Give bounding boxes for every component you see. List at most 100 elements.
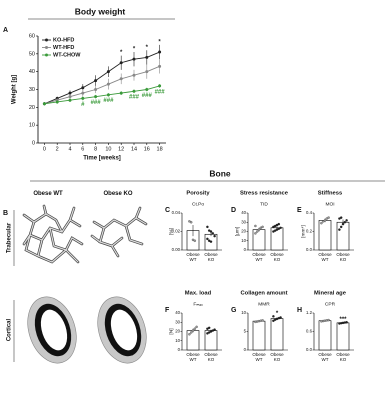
- panel-letter: D: [231, 207, 236, 214]
- data-point: [327, 318, 330, 322]
- panel-subtitle: Fₘₐₓ: [193, 301, 203, 307]
- panel-letter: B: [3, 210, 8, 217]
- data-point: [119, 61, 123, 65]
- data-point: [206, 225, 209, 229]
- y-tick-label: 40: [175, 310, 180, 315]
- chart-title: Body weight: [75, 6, 126, 16]
- y-tick-label: 10: [241, 238, 246, 243]
- data-point: [345, 219, 348, 222]
- data-point: [257, 228, 261, 231]
- y-tick-label: 30: [175, 319, 180, 324]
- data-point: [340, 225, 343, 229]
- row-label: Cortical: [7, 319, 13, 342]
- panel-title: Mineral age: [314, 291, 347, 297]
- data-point: [341, 222, 345, 226]
- data-point: [55, 100, 59, 104]
- data-point: [94, 95, 98, 99]
- y-axis-label: [%]: [168, 228, 174, 235]
- data-point: [338, 228, 341, 231]
- category-label: Obese WT: [318, 352, 332, 362]
- legend-label: KO-HFD: [53, 37, 74, 43]
- y-tick-label: 0.04: [172, 210, 181, 215]
- x-tick-label: 8: [94, 146, 97, 152]
- y-axis-label: Weight [g]: [12, 75, 18, 104]
- data-point: [158, 50, 162, 54]
- annotation: ###: [129, 95, 140, 101]
- category-label: Obese WT: [186, 352, 200, 362]
- data-point: [211, 232, 214, 235]
- panel-subtitle: CPR: [325, 301, 336, 307]
- bar: [336, 322, 350, 351]
- y-tick-label: 0.00: [172, 247, 181, 252]
- x-tick-label: 4: [68, 146, 71, 152]
- data-point: [145, 70, 149, 74]
- y-tick-label: 0.0: [306, 347, 313, 352]
- x-tick-label: 12: [118, 146, 124, 152]
- bar: [252, 320, 266, 351]
- y-tick-label: 0.4: [306, 210, 313, 215]
- y-axis-label: [N]: [168, 328, 174, 334]
- data-point: [254, 232, 257, 235]
- y-tick-label: 30: [29, 87, 35, 93]
- column-label: Obese WT: [33, 191, 63, 197]
- data-point: [206, 237, 209, 241]
- category-label: Obese WT: [186, 252, 200, 262]
- x-tick-label: 14: [131, 146, 137, 152]
- data-point: [106, 70, 110, 74]
- x-tick-label: 18: [157, 146, 163, 152]
- data-point: [68, 95, 72, 99]
- y-tick-label: 10: [175, 338, 180, 343]
- legend-marker: [45, 46, 48, 49]
- panel-title: Stiffness: [318, 191, 342, 197]
- data-point: [106, 93, 110, 97]
- y-tick-label: 0.2: [306, 229, 313, 234]
- series-line: [44, 65, 160, 105]
- data-point: [193, 239, 196, 242]
- data-point: [145, 55, 149, 59]
- y-tick-label: 0.02: [172, 229, 181, 234]
- panel-subtitle: MMR: [258, 301, 270, 307]
- data-point: [256, 230, 259, 233]
- annotation: *: [158, 39, 161, 45]
- data-point: [68, 91, 72, 95]
- y-tick-label: 0.6: [306, 329, 313, 334]
- annotation: *: [133, 47, 136, 53]
- data-point: [188, 333, 191, 336]
- category-label: Obese WT: [252, 352, 266, 362]
- x-tick-label: 10: [105, 146, 111, 152]
- data-point: [119, 91, 123, 95]
- category-label: Obese KO: [270, 252, 284, 262]
- annotation: ###: [142, 93, 153, 99]
- data-point: [42, 102, 46, 106]
- y-tick-label: 10: [241, 310, 246, 315]
- row-label: Trabecular: [7, 222, 13, 253]
- legend-label: WT-HFD: [53, 45, 74, 51]
- data-point: [189, 221, 193, 224]
- y-tick-label: 0: [244, 347, 247, 352]
- y-axis-label: [mm⁴]: [300, 225, 306, 238]
- y-tick-label: 0: [32, 140, 35, 146]
- panel-letter: A: [3, 27, 8, 34]
- annotation: #: [81, 102, 85, 108]
- panel-title: Max. load: [185, 291, 212, 297]
- data-point: [81, 86, 85, 90]
- category-label: Obese KO: [270, 352, 284, 362]
- y-tick-label: 0: [178, 347, 181, 352]
- bar: [336, 221, 350, 251]
- x-tick-label: 6: [81, 146, 84, 152]
- data-point: [209, 240, 213, 243]
- annotation: ###: [155, 89, 166, 95]
- legend-marker: [45, 38, 48, 42]
- data-point: [277, 222, 280, 226]
- data-point: [158, 64, 162, 68]
- y-tick-label: 20: [29, 105, 35, 111]
- data-point: [94, 88, 98, 91]
- y-tick-label: 0.0: [306, 247, 313, 252]
- data-point: [132, 57, 136, 61]
- data-point: [261, 225, 264, 229]
- category-label: Obese KO: [336, 352, 350, 362]
- x-tick-label: 16: [144, 146, 150, 152]
- section-title: Bone: [209, 168, 231, 178]
- cortical-ko-image: [97, 296, 147, 364]
- trabecular-ko-image: [90, 206, 148, 258]
